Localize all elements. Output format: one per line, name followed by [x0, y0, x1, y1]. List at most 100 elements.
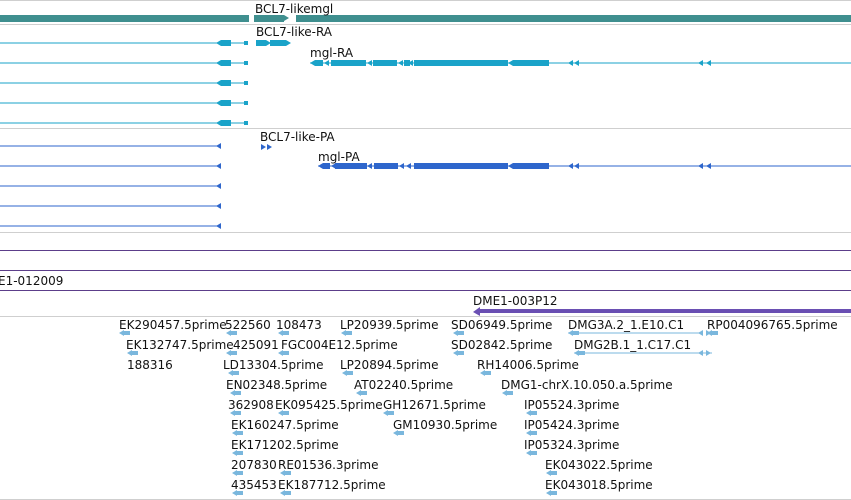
cds-block[interactable]: [335, 163, 367, 169]
est-label[interactable]: 108473: [276, 318, 322, 332]
est-feature[interactable]: [285, 471, 291, 475]
est-feature[interactable]: [237, 491, 243, 495]
est-label[interactable]: GH12671.5prime: [383, 398, 486, 412]
est-feature[interactable]: [285, 491, 291, 495]
est-feature[interactable]: [531, 451, 537, 455]
exon-block[interactable]: [270, 40, 286, 46]
exon-block[interactable]: [414, 60, 508, 66]
exon-block[interactable]: [244, 81, 248, 85]
est-label[interactable]: IP05524.3prime: [524, 398, 620, 412]
est-feature[interactable]: [485, 371, 491, 375]
exon-block[interactable]: [221, 100, 231, 106]
est-label[interactable]: DMG2B.1_1.C17.C1: [574, 338, 692, 352]
exon-block[interactable]: [244, 41, 248, 45]
est-feature[interactable]: [283, 351, 289, 355]
est-label[interactable]: 362908: [228, 398, 274, 412]
clone-region-label[interactable]: E1-012009: [0, 274, 64, 288]
est-feature[interactable]: [398, 431, 404, 435]
exon-block[interactable]: [331, 60, 366, 66]
exon-block[interactable]: [256, 40, 266, 46]
cds-block[interactable]: [414, 163, 508, 169]
est-feature[interactable]: [235, 391, 241, 395]
est-label[interactable]: EK290457.5prime: [119, 318, 227, 332]
est-feature[interactable]: [361, 391, 367, 395]
est-feature[interactable]: [283, 331, 289, 335]
est-feature[interactable]: [347, 371, 353, 375]
bac-label[interactable]: DME1-003P12: [473, 294, 558, 308]
transcript-label-bcl7-like-ra[interactable]: BCL7-like-RA: [256, 25, 333, 39]
est-feature[interactable]: [132, 351, 138, 355]
est-feature[interactable]: [237, 431, 243, 435]
est-feature[interactable]: [507, 391, 513, 395]
est-label[interactable]: EK187712.5prime: [278, 478, 386, 492]
est-feature[interactable]: [231, 351, 237, 355]
est-label[interactable]: GM10930.5prime: [393, 418, 498, 432]
gene-label[interactable]: BCL7-likemgl: [255, 2, 334, 16]
est-label[interactable]: EK171202.5prime: [231, 438, 339, 452]
exon-block[interactable]: [373, 60, 397, 66]
cds-block[interactable]: [374, 163, 398, 169]
cds-block[interactable]: [513, 163, 549, 169]
exon-block[interactable]: [244, 61, 248, 65]
exon-block[interactable]: [221, 60, 231, 66]
est-feature[interactable]: [388, 411, 394, 415]
protein-label-bcl7-like-pa[interactable]: BCL7-like-PA: [260, 130, 335, 144]
est-feature[interactable]: [712, 331, 718, 335]
protein-label-mgl-pa[interactable]: mgl-PA: [318, 150, 360, 164]
est-label[interactable]: RE01536.3prime: [278, 458, 379, 472]
exon-block[interactable]: [404, 60, 410, 66]
bac-feature[interactable]: [480, 309, 851, 313]
est-feature[interactable]: [551, 491, 557, 495]
est-feature[interactable]: [231, 331, 237, 335]
bac-arrow[interactable]: [473, 307, 480, 316]
est-label[interactable]: LD13304.5prime: [223, 358, 324, 372]
est-label[interactable]: DMG1-chrX.10.050.a.5prime: [501, 378, 673, 392]
est-label[interactable]: 522560: [225, 318, 271, 332]
est-label[interactable]: 207830: [231, 458, 277, 472]
exon-block[interactable]: [221, 80, 231, 86]
exon-block[interactable]: [513, 60, 549, 66]
exon-block[interactable]: [315, 60, 323, 66]
est-label[interactable]: SD06949.5prime: [451, 318, 553, 332]
est-feature[interactable]: [283, 411, 289, 415]
exon-block[interactable]: [244, 101, 248, 105]
gene-feature[interactable]: [0, 15, 249, 22]
exon-block[interactable]: [221, 120, 231, 126]
est-label[interactable]: DMG3A.2_1.E10.C1: [568, 318, 685, 332]
est-label[interactable]: IP05424.3prime: [524, 418, 620, 432]
est-feature[interactable]: [346, 331, 352, 335]
est-label[interactable]: RP004096765.5prime: [707, 318, 838, 332]
est-feature[interactable]: [235, 411, 241, 415]
est-feature[interactable]: [233, 371, 239, 375]
est-label[interactable]: AT02240.5prime: [354, 378, 454, 392]
transcript-label-mgl-ra[interactable]: mgl-RA: [310, 46, 354, 60]
cds-block[interactable]: [323, 163, 330, 169]
est-label[interactable]: FGC004E12.5prime: [281, 338, 398, 352]
est-label[interactable]: RH14006.5prime: [477, 358, 579, 372]
est-label[interactable]: 425091: [233, 338, 279, 352]
est-feature[interactable]: [237, 451, 243, 455]
est-label[interactable]: SD02842.5prime: [451, 338, 553, 352]
est-feature[interactable]: [124, 331, 130, 335]
est-label[interactable]: EK132747.5prime: [126, 338, 234, 352]
est-feature[interactable]: [237, 471, 243, 475]
est-feature[interactable]: [551, 471, 557, 475]
est-feature[interactable]: [458, 351, 464, 355]
est-label[interactable]: EK043022.5prime: [545, 458, 653, 472]
est-label[interactable]: IP05324.3prime: [524, 438, 620, 452]
est-label[interactable]: EK160247.5prime: [231, 418, 339, 432]
exon-block[interactable]: [221, 40, 231, 46]
est-feature[interactable]: [458, 331, 464, 335]
est-label[interactable]: LP20939.5prime: [340, 318, 439, 332]
est-label[interactable]: 435453: [231, 478, 277, 492]
exon-block[interactable]: [244, 121, 248, 125]
est-label[interactable]: LP20894.5prime: [340, 358, 439, 372]
gene-feature[interactable]: [254, 15, 284, 22]
est-label[interactable]: EK043018.5prime: [545, 478, 653, 492]
est-feature[interactable]: [531, 411, 537, 415]
est-feature[interactable]: [531, 431, 537, 435]
est-label[interactable]: 188316: [127, 358, 173, 372]
est-label[interactable]: EN02348.5prime: [226, 378, 328, 392]
est-label[interactable]: EK095425.5prime: [275, 398, 383, 412]
gene-feature[interactable]: [296, 15, 851, 22]
